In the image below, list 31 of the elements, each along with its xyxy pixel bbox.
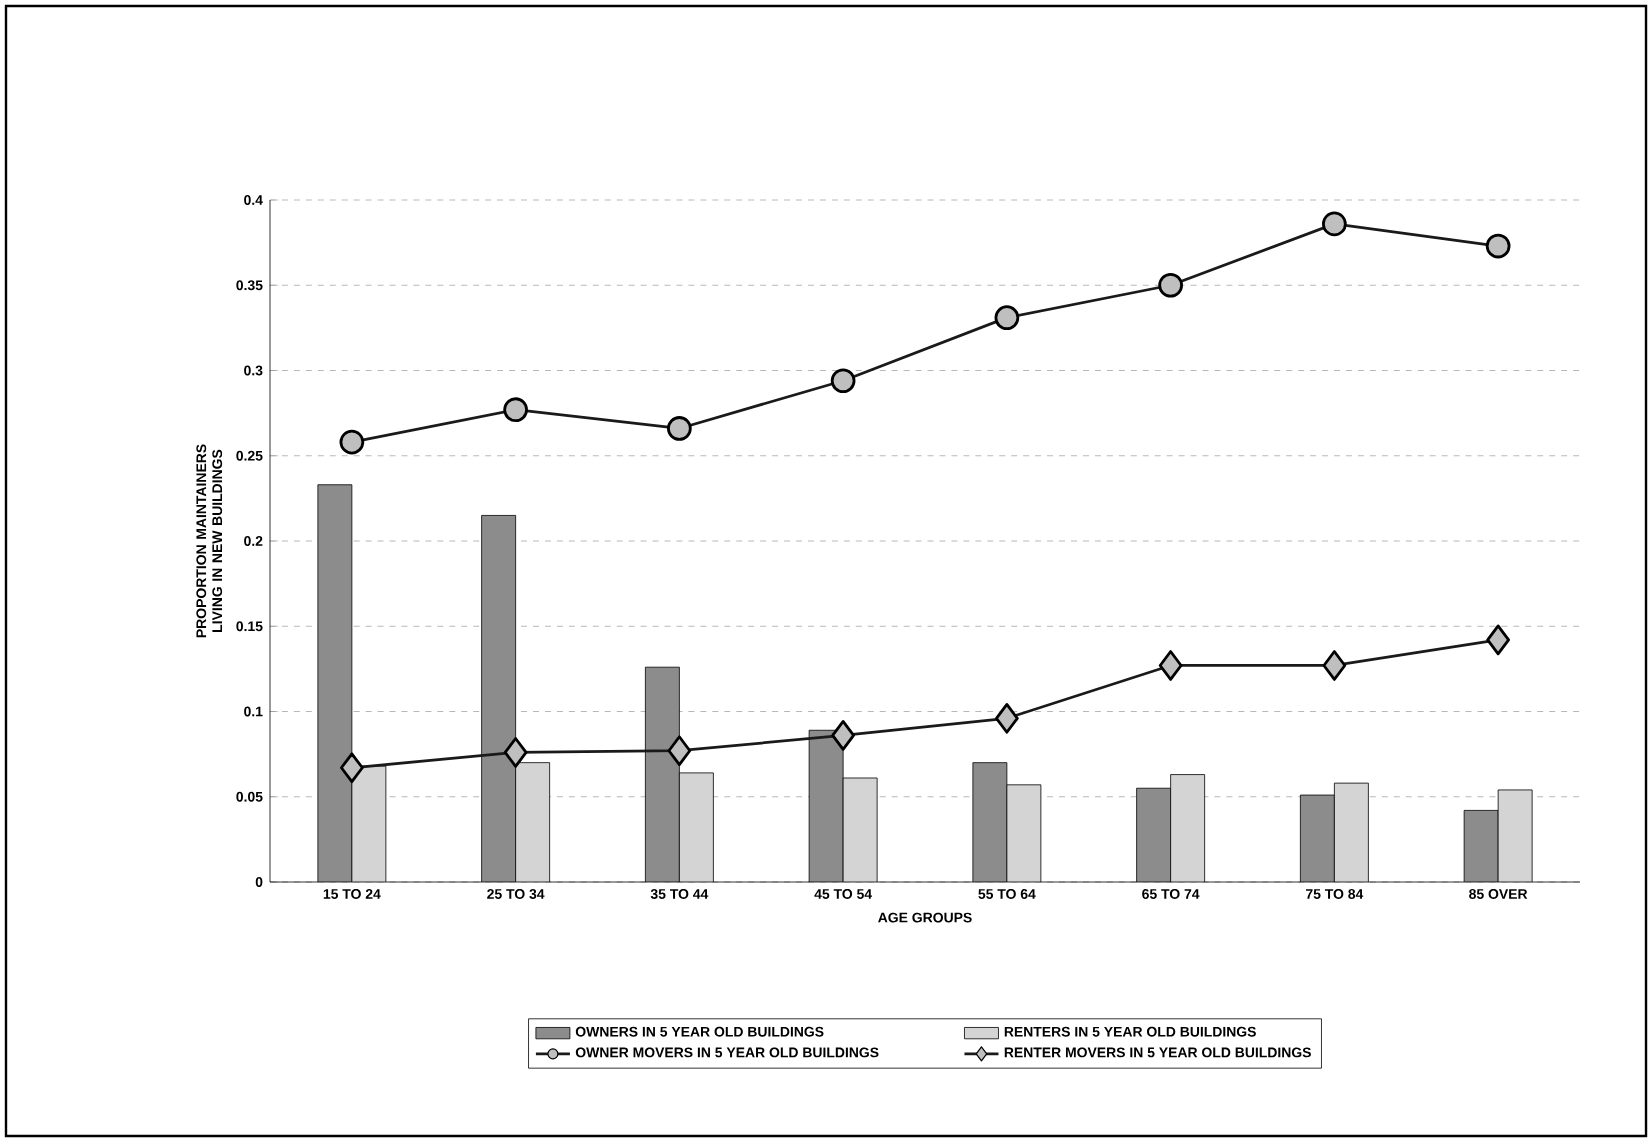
bar [481,515,516,882]
bar [1334,783,1369,882]
point [1322,211,1347,237]
bar [1136,788,1171,882]
bar [1300,795,1335,882]
bar [1006,784,1041,882]
bar [972,762,1007,882]
point [995,702,1019,734]
bar [515,762,550,882]
point [503,397,528,423]
point [830,368,856,394]
bar [1497,789,1533,882]
bar [679,772,714,882]
point [994,305,1020,331]
bar [1170,774,1205,882]
point [667,416,692,441]
point [831,720,855,751]
bar [1463,809,1499,882]
point [340,752,364,784]
bar [843,777,878,882]
bar [317,484,352,882]
point [503,737,528,768]
point [1322,650,1347,681]
point [339,429,365,455]
point [1485,233,1511,259]
point [1158,650,1183,681]
bar [351,766,386,882]
bar [645,667,680,882]
point [667,735,692,767]
point [1158,272,1183,298]
point [1486,624,1510,656]
